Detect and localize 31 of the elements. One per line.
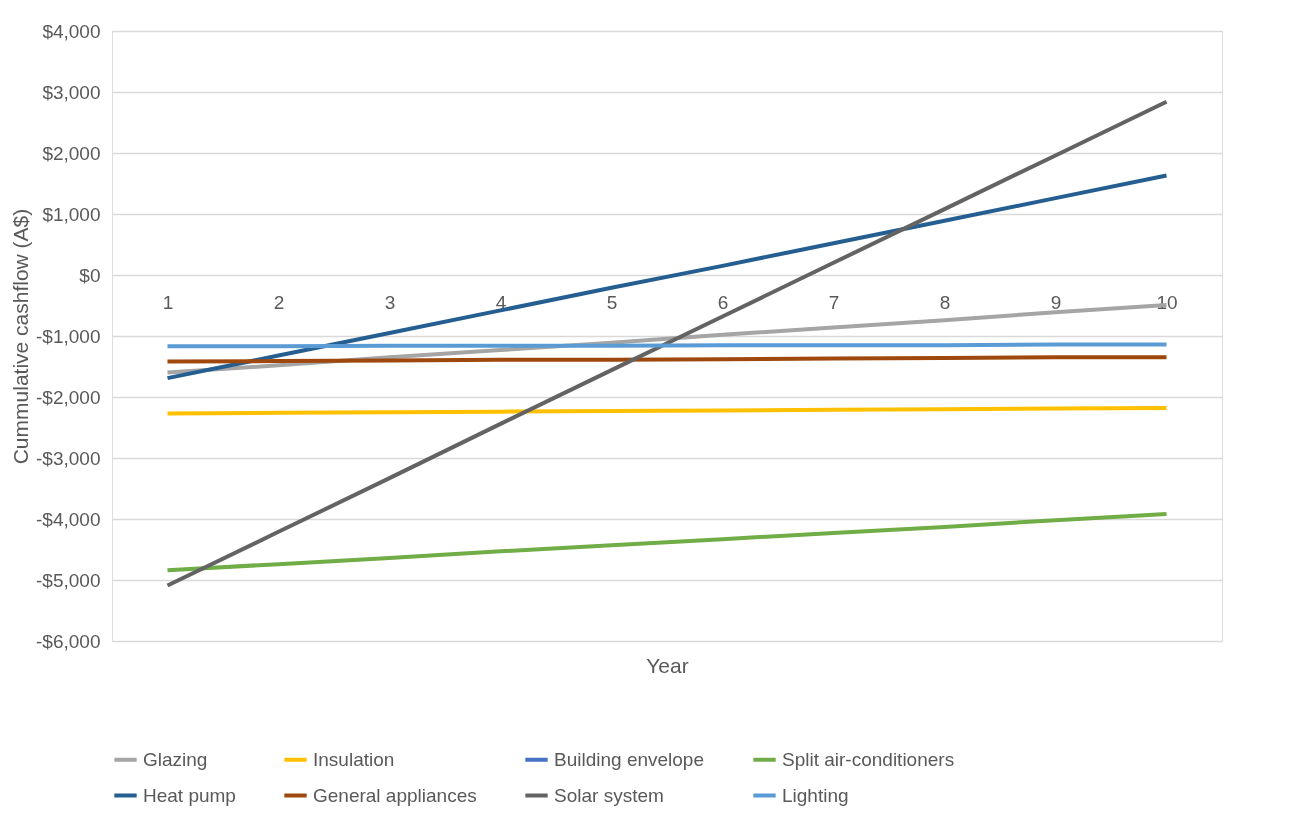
legend-label: Heat pump [143,784,236,806]
y-tick-label: $0 [79,264,101,286]
x-tick-label: 3 [384,291,396,313]
line-series [165,512,1169,573]
y-tick-label: -$6,000 [36,630,101,652]
y-tick-label: -$5,000 [36,569,101,591]
y-tick-label: $3,000 [42,81,101,103]
x-tick-label: 9 [1050,291,1062,313]
x-tick-label: 5 [606,291,618,313]
x-axis-title: Year [646,653,689,677]
x-tick-label: 1 [162,291,174,313]
y-tick-label: -$2,000 [36,386,101,408]
legend-label: Building envelope [554,748,705,770]
y-tick-label: -$1,000 [36,325,101,347]
y-axis-title: Cummulative cashflow (A$) [9,208,33,465]
x-tick-label: 7 [828,291,840,313]
y-tick-label: $4,000 [42,20,101,42]
y-tick-label: -$4,000 [36,508,101,530]
y-tick-label: -$3,000 [36,447,101,469]
legend-label: Lighting [782,784,849,806]
legend-label: Glazing [143,748,208,770]
legend-label: Split air-conditioners [782,748,955,770]
x-tick-label: 6 [717,291,729,313]
legend-label: General appliances [313,784,477,806]
legend-label: Solar system [554,784,664,806]
x-tick-label: 8 [939,291,951,313]
y-tick-label: $2,000 [42,142,101,164]
x-tick-label: 4 [495,291,507,313]
y-tick-label: $1,000 [42,203,101,225]
legend-label: Insulation [313,748,395,770]
x-tick-label: 2 [273,291,285,313]
